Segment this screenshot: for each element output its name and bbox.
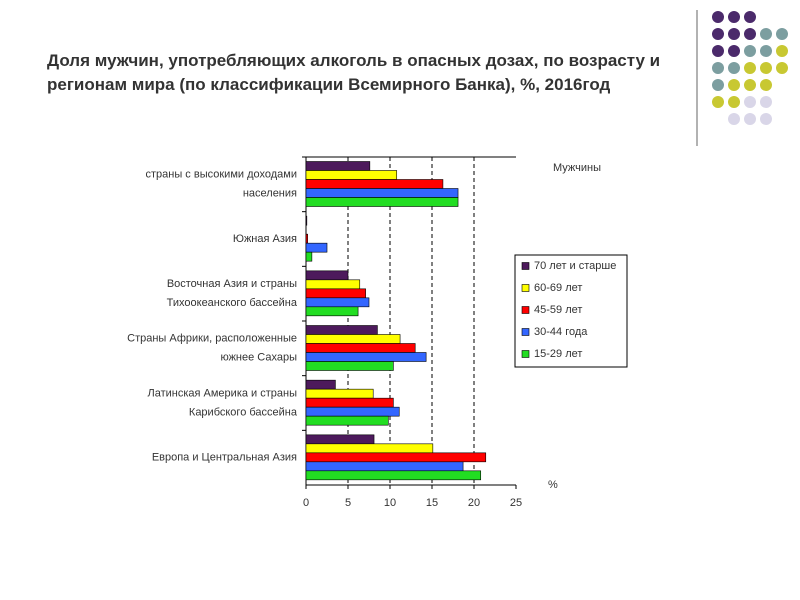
bar [305,197,459,207]
bar [305,242,328,253]
dot [744,113,756,125]
dot [728,113,740,125]
dot [744,79,756,91]
y-tick-label: Страны Африки, расположенные [127,333,297,345]
legend-swatch [521,306,530,314]
legend-swatch [521,328,530,336]
bar [305,288,366,299]
bar [305,388,374,399]
dot [728,45,740,57]
legend-swatch [521,284,530,292]
dot [760,113,772,125]
dot [712,28,724,40]
dot [712,45,724,57]
bar [305,461,464,472]
bar [305,297,370,308]
legend-label: 45-59 лет [534,304,582,316]
bar [305,343,416,353]
bar [305,306,359,317]
bar [305,161,371,171]
legend-swatch [521,262,530,270]
bar [305,361,394,371]
bar [305,325,378,335]
chart-subtitle: Мужчины [553,162,601,174]
legend-label: 15-29 лет [534,348,582,360]
y-tick-label: Восточная Азия и страны [167,278,297,290]
bar [305,470,482,481]
dot [776,45,788,57]
chart-title: Доля мужчин, употребляющих алкоголь в оп… [47,51,661,94]
bar [305,170,398,180]
bar [305,397,394,408]
x-tick-label: 0 [303,497,309,509]
dot [728,28,740,40]
bar [305,443,434,454]
x-axis-label: % [548,479,558,491]
y-tick-label: Европа и Центральная Азия [152,452,297,464]
dot [776,62,788,74]
y-tick-label: южнее Сахары [220,352,297,364]
bar [305,188,459,198]
legend-box [514,254,628,368]
bar [305,251,313,262]
dot [744,11,756,23]
dot [728,79,740,91]
dot [760,28,772,40]
x-tick-label: 10 [384,497,396,509]
legend-label: 60-69 лет [534,282,582,294]
bar [305,233,308,244]
dot [776,28,788,40]
dot [760,79,772,91]
legend-swatch [521,350,530,358]
legend-label: 70 лет и старше [534,260,616,272]
y-tick-label: Латинская Америка и страны [148,387,298,399]
x-tick-label: 20 [468,497,480,509]
dot [744,45,756,57]
bar [305,415,389,426]
dot [760,96,772,108]
bar [305,215,308,226]
dot [728,62,740,74]
y-tick-label: Тихоокеанского бассейна [167,297,298,309]
dot [744,28,756,40]
dot [728,96,740,108]
y-tick-label: Южная Азия [233,233,297,245]
x-tick-label: 5 [345,497,351,509]
bar [305,434,375,445]
dot [712,11,724,23]
y-tick-label: страны с высокими доходами [146,169,298,181]
bar [305,270,349,281]
dot [712,96,724,108]
bar [305,179,444,189]
dot [712,79,724,91]
dot [760,45,772,57]
bar [305,379,336,390]
dot [712,62,724,74]
legend-label: 30-44 года [534,326,588,338]
y-tick-label: Карибского бассейна [189,406,298,418]
bar [305,406,400,417]
bar [305,352,427,362]
dot [760,62,772,74]
bar [305,334,401,344]
dot [744,96,756,108]
dot [728,11,740,23]
bar [305,452,487,463]
decoration [712,11,788,125]
bar [305,279,361,290]
dot [744,62,756,74]
x-tick-label: 25 [510,497,522,509]
y-tick-label: населения [243,188,297,200]
x-tick-label: 15 [426,497,438,509]
